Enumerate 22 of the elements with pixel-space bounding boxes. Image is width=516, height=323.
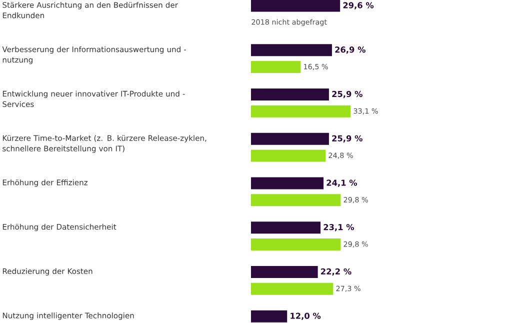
data-label: 24,1 % (326, 180, 358, 187)
bar (251, 44, 332, 56)
bar (251, 132, 329, 145)
bar (251, 150, 326, 162)
data-label: 23,1 % (324, 224, 354, 232)
bar (251, 61, 301, 73)
bar (251, 105, 351, 118)
bar (251, 194, 341, 206)
bar (251, 266, 318, 278)
bar (251, 88, 329, 100)
bar (251, 282, 334, 295)
data-label: 26,9 % (335, 46, 366, 54)
data-label: 12,0 % (290, 312, 321, 320)
data-label: 25,9 % (332, 135, 362, 142)
bar (251, 310, 288, 322)
bar (251, 0, 340, 12)
bar (251, 177, 324, 190)
data-label: 25,9 % (332, 90, 362, 98)
bar (251, 222, 321, 234)
bar (251, 238, 341, 250)
data-label: 22,2 % (321, 268, 352, 276)
data-label: 29,6 % (343, 2, 374, 10)
